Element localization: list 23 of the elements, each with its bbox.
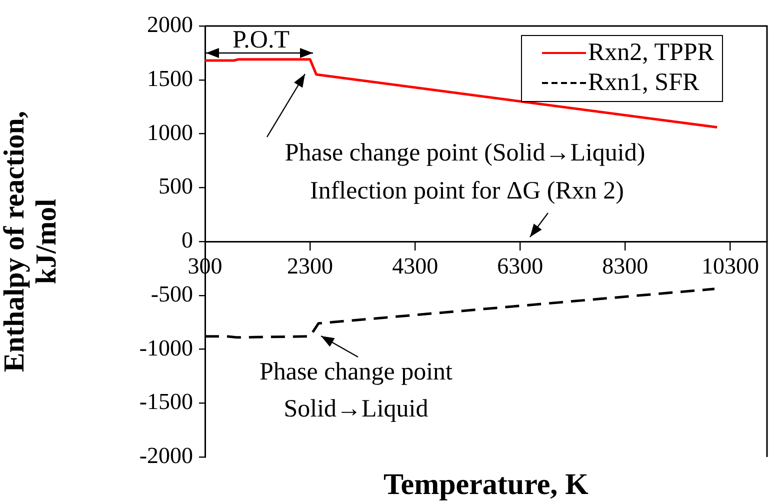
annotation: P.O.T [232,26,290,54]
y-tick-label: 2000 [147,12,193,38]
legend-label: Rxn1, SFR [588,68,700,98]
y-tick-label: -1500 [139,389,193,414]
x-tick-label: 8300 [602,253,648,278]
annotation: Phase change point [259,358,453,386]
y-tick-label: -1000 [139,335,193,360]
x-tick-label: 2300 [287,253,334,278]
y-tick-label: 1000 [147,120,193,145]
annotation: Phase change point (Solid→Liquid) [284,140,646,166]
y-tick-label: 0 [182,228,193,253]
annotation: Inflection point for ΔG (Rxn 2) [310,178,624,204]
y-tick-label: -500 [150,281,193,306]
y-tick-label: -2000 [139,443,193,468]
y-tick-label: 1500 [147,66,193,91]
legend-label: Rxn2, TPPR [588,38,714,68]
y-axis-title: Enthalpy of reaction, kJ/mol [0,110,62,372]
x-tick-label: 4300 [392,253,438,278]
x-axis-title: Temperature, K [384,468,590,501]
y-tick-label: 500 [158,174,193,199]
x-tick-label: 10300 [701,253,759,278]
x-tick-label: 6300 [497,253,544,278]
annotation: Solid→Liquid [284,396,428,422]
